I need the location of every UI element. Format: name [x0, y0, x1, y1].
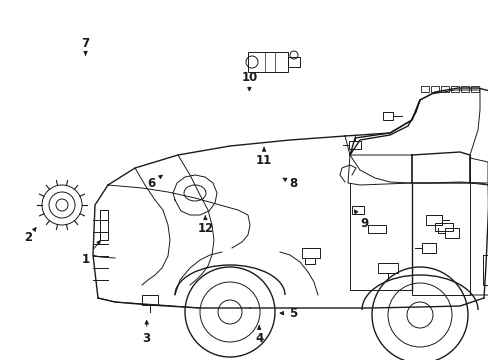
Bar	[425, 215, 441, 225]
Bar	[351, 206, 363, 214]
Bar	[420, 86, 428, 92]
Text: 4: 4	[255, 326, 263, 345]
Bar	[142, 295, 158, 305]
Text: 7: 7	[81, 37, 89, 55]
Bar	[367, 225, 385, 233]
Bar	[450, 86, 458, 92]
Text: 8: 8	[283, 177, 297, 190]
Text: 5: 5	[280, 307, 297, 320]
Bar	[377, 263, 397, 273]
Text: 2: 2	[24, 228, 36, 244]
Text: 11: 11	[255, 148, 272, 167]
Text: 9: 9	[354, 210, 367, 230]
Bar	[421, 243, 435, 253]
Text: 6: 6	[147, 175, 162, 190]
Bar	[247, 52, 287, 72]
Bar	[287, 57, 299, 67]
Bar	[470, 86, 478, 92]
Text: 12: 12	[197, 216, 213, 235]
Bar	[348, 141, 360, 149]
Bar	[302, 248, 319, 258]
Text: 3: 3	[142, 321, 150, 345]
Bar	[440, 86, 448, 92]
Bar	[460, 86, 468, 92]
Bar	[444, 228, 458, 238]
Text: 10: 10	[241, 71, 257, 91]
Bar	[382, 112, 392, 120]
Text: 1: 1	[81, 240, 100, 266]
Bar	[434, 223, 452, 231]
Bar	[430, 86, 438, 92]
